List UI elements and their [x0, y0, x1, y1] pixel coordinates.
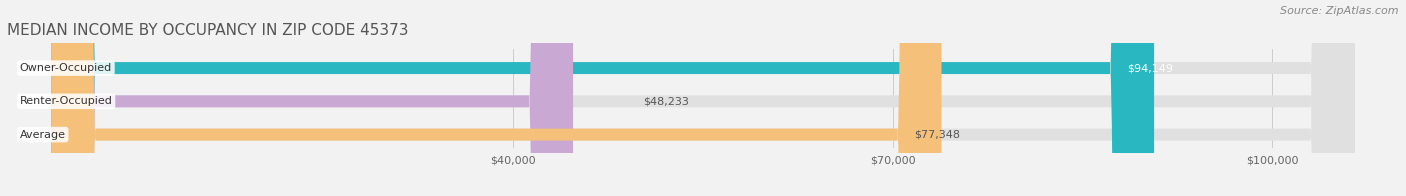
FancyBboxPatch shape — [52, 0, 1355, 196]
Text: $77,348: $77,348 — [914, 130, 960, 140]
FancyBboxPatch shape — [52, 0, 574, 196]
Text: $94,149: $94,149 — [1128, 63, 1173, 73]
FancyBboxPatch shape — [52, 0, 942, 196]
Text: Average: Average — [20, 130, 66, 140]
Text: Owner-Occupied: Owner-Occupied — [20, 63, 112, 73]
FancyBboxPatch shape — [52, 0, 1154, 196]
Text: Renter-Occupied: Renter-Occupied — [20, 96, 112, 106]
FancyBboxPatch shape — [52, 0, 1355, 196]
Text: Source: ZipAtlas.com: Source: ZipAtlas.com — [1281, 6, 1399, 16]
Text: MEDIAN INCOME BY OCCUPANCY IN ZIP CODE 45373: MEDIAN INCOME BY OCCUPANCY IN ZIP CODE 4… — [7, 23, 409, 38]
Text: $48,233: $48,233 — [643, 96, 689, 106]
FancyBboxPatch shape — [52, 0, 1355, 196]
